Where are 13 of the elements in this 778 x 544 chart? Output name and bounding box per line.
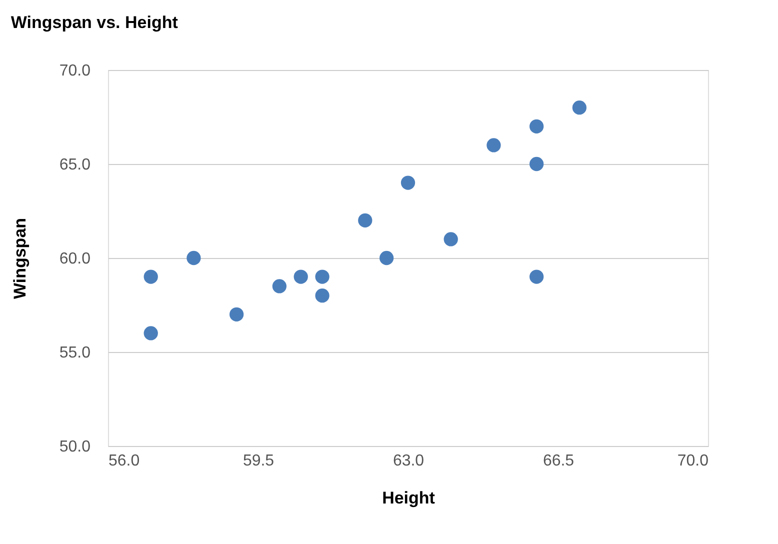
chart-title: Wingspan vs. Height [10,13,178,32]
x-tick-label: 59.5 [242,452,274,470]
x-tick-label: 66.5 [542,452,574,470]
y-tick-label: 50.0 [59,438,91,456]
x-axis-title: Height [382,488,436,508]
y-axis-title: Wingspan [10,218,30,300]
y-tick-label: 70.0 [59,62,91,80]
x-tick-label: 56.0 [108,452,140,470]
x-tick-label: 70.0 [677,452,709,470]
y-tick-label: 65.0 [59,156,91,174]
y-tick-label: 60.0 [59,250,91,268]
x-tick-label: 63.0 [392,452,424,470]
y-tick-label: 55.0 [59,344,91,362]
